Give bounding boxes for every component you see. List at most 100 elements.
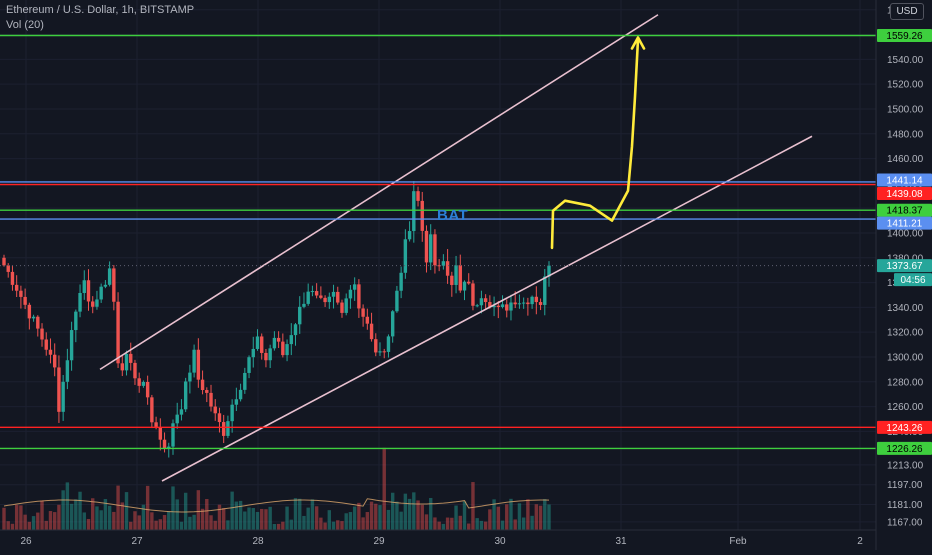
candle-body: [65, 360, 70, 382]
candle-body: [188, 372, 192, 382]
candle-body: [420, 200, 424, 231]
candle-body: [10, 271, 15, 285]
last-price-label: 1373.67: [886, 261, 923, 272]
volume-bar: [213, 520, 217, 530]
candle-body: [521, 302, 526, 304]
volume-bar: [445, 517, 450, 530]
volume-bar: [416, 500, 420, 530]
currency-button[interactable]: USD: [890, 3, 924, 20]
candle-body: [298, 306, 302, 325]
volume-bar: [517, 503, 522, 530]
volume-bar: [543, 499, 547, 530]
price-level-label-bg: [877, 187, 932, 201]
volume-bar: [327, 510, 332, 530]
candle-body: [217, 413, 222, 423]
candle-body: [407, 231, 412, 240]
volume-bar: [437, 521, 441, 530]
candle-body: [260, 336, 264, 353]
candle-body: [496, 305, 501, 308]
candle-body: [226, 421, 230, 436]
volume-bar: [403, 493, 408, 530]
volume-bar: [352, 506, 357, 530]
channel-lower-line[interactable]: [161, 135, 813, 482]
y-tick-label: 1167.00: [887, 517, 923, 528]
price-level-label: 1439.08: [886, 189, 923, 200]
candle-body: [255, 336, 260, 349]
candle-body: [251, 348, 255, 358]
volume-bar: [336, 520, 340, 530]
candle-body: [36, 316, 40, 329]
candle-body: [200, 379, 205, 391]
volume-indicator-label[interactable]: Vol (20): [6, 19, 44, 31]
projection-path[interactable]: [550, 38, 640, 250]
price-level-label: 1559.26: [886, 31, 923, 42]
candle-body: [509, 302, 513, 311]
candle-body: [120, 363, 124, 371]
candle-body: [192, 349, 196, 373]
volume-bar: [374, 503, 378, 530]
volume-bar: [44, 520, 48, 530]
candle-body: [471, 283, 475, 306]
countdown-bg: [894, 273, 932, 287]
candle-body: [416, 191, 420, 201]
volume-bar: [103, 499, 108, 530]
volume-bar: [496, 506, 501, 530]
candle-body: [433, 234, 437, 266]
candle-body: [475, 305, 479, 307]
volume-bar: [14, 504, 19, 530]
candle-body: [437, 265, 441, 267]
candle-body: [95, 299, 99, 307]
volume-bar: [255, 511, 260, 530]
y-tick-label: 1400.00: [887, 228, 924, 239]
candle-body: [281, 341, 285, 356]
candle-body: [6, 265, 10, 272]
candle-body: [124, 353, 129, 371]
y-tick-label: 1520.00: [887, 80, 924, 91]
volume-bar: [276, 523, 281, 530]
candle-body: [82, 280, 86, 293]
candle-body: [285, 344, 289, 356]
x-tick-label: 2: [857, 536, 863, 547]
volume-bar: [27, 521, 32, 530]
volume-bar: [534, 504, 539, 530]
volume-bar: [365, 512, 370, 530]
volume-bar: [467, 523, 471, 530]
candle-body: [221, 422, 226, 436]
y-tick-label: 1300.00: [887, 352, 924, 363]
time-axis[interactable]: [0, 530, 932, 550]
volume-bar: [361, 517, 365, 530]
y-tick-label: 1197.00: [887, 480, 923, 491]
volume-bar: [52, 512, 57, 530]
volume-bar: [112, 511, 116, 530]
candle-body: [107, 268, 112, 285]
candle-body: [331, 291, 336, 297]
y-tick-label: 1480.00: [887, 129, 924, 140]
candle-body: [505, 304, 509, 311]
y-tick-label: 1380.00: [887, 253, 924, 264]
candle-body: [238, 389, 243, 400]
candle-body: [386, 336, 391, 352]
candle-body: [293, 324, 298, 336]
candle-body: [517, 303, 522, 305]
candle-body: [289, 335, 293, 345]
volume-bar: [454, 505, 458, 530]
volume-bar: [171, 486, 175, 530]
candle-body: [276, 337, 281, 342]
volume-bar: [298, 498, 302, 530]
volume-bar: [302, 515, 306, 530]
volume-bar: [2, 507, 6, 530]
candle-body: [390, 311, 395, 337]
candle-body: [365, 316, 370, 324]
price-level-label: 1441.14: [886, 175, 923, 186]
volume-bar: [188, 516, 192, 530]
candle-body: [306, 291, 310, 304]
volume-bar: [357, 502, 361, 530]
candle-body: [319, 295, 323, 298]
candle-body: [158, 427, 163, 440]
volume-bar: [31, 516, 36, 530]
candle-body: [450, 275, 454, 285]
channel-upper-line[interactable]: [99, 14, 659, 371]
volume-bar: [293, 498, 298, 530]
volume-bar: [200, 508, 205, 530]
